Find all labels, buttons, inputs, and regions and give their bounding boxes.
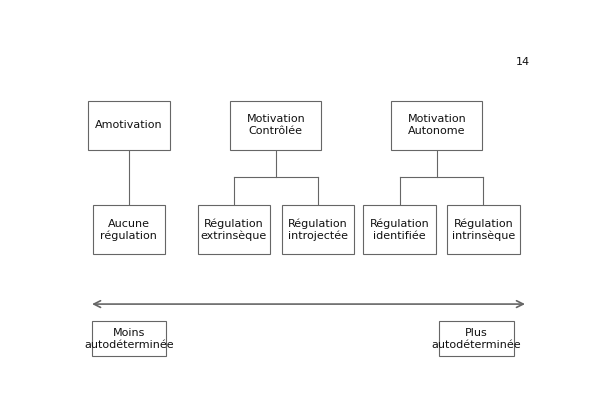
Text: Régulation
identifiée: Régulation identifiée — [370, 219, 429, 241]
Text: Motivation
Contrôlée: Motivation Contrôlée — [246, 115, 305, 136]
Bar — [447, 205, 520, 254]
Bar — [439, 321, 514, 356]
Text: Régulation
introjectée: Régulation introjectée — [288, 218, 348, 241]
Bar — [93, 205, 165, 254]
Text: 14: 14 — [516, 57, 530, 67]
Text: Moins
autodéterminée: Moins autodéterminée — [84, 328, 174, 350]
Text: Aucune
régulation: Aucune régulation — [101, 219, 157, 241]
Bar — [92, 321, 166, 356]
Bar — [88, 101, 170, 150]
Text: Régulation
intrinsèque: Régulation intrinsèque — [452, 218, 515, 241]
Text: Motivation
Autonome: Motivation Autonome — [408, 115, 466, 136]
Bar — [391, 101, 482, 150]
Text: Régulation
extrinsèque: Régulation extrinsèque — [200, 218, 267, 241]
Text: Amotivation: Amotivation — [95, 120, 163, 130]
Bar — [197, 205, 270, 254]
Bar — [364, 205, 436, 254]
Bar — [231, 101, 321, 150]
Text: Plus
autodéterminée: Plus autodéterminée — [432, 328, 521, 350]
Bar — [282, 205, 354, 254]
